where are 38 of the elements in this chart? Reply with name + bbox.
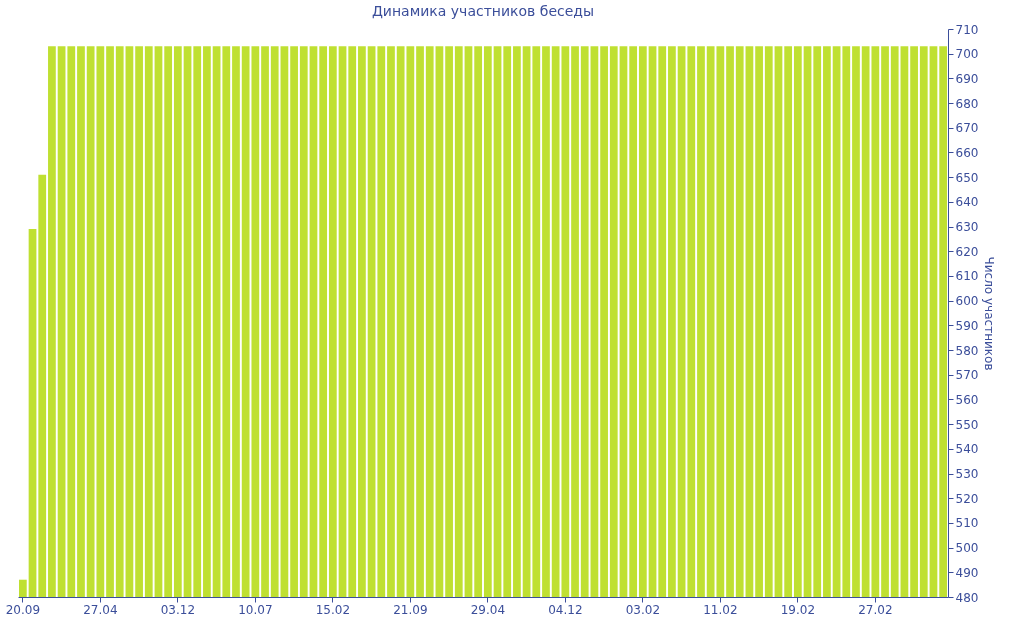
y-tick-label: 570 <box>955 368 979 383</box>
y-tick-label: 590 <box>955 318 979 333</box>
y-tick-label: 500 <box>955 541 979 556</box>
x-tick-label: 19.02 <box>780 602 816 617</box>
y-tick-label: 670 <box>955 121 979 136</box>
x-tick-label: 15.02 <box>315 602 351 617</box>
chart-title: Динамика участников беседы <box>371 3 595 19</box>
y-tick-label: 630 <box>955 220 979 235</box>
x-tick-label: 27.02 <box>858 602 893 617</box>
y-tick-label: 650 <box>955 170 979 185</box>
y-tick-label: 540 <box>955 442 979 457</box>
y-tick-label: 700 <box>955 47 979 62</box>
y-tick-label: 510 <box>955 516 979 531</box>
y-tick-label: 620 <box>955 244 979 259</box>
x-tick-label: 27.04 <box>83 602 118 617</box>
x-tick-label: 04.12 <box>548 602 583 617</box>
x-tick-label: 03.02 <box>625 602 661 617</box>
y-tick-label: 690 <box>955 71 979 86</box>
x-tick-label: 29.04 <box>470 602 506 617</box>
y-axis-title: Число участников <box>982 256 997 371</box>
x-tick-label: 03.12 <box>160 602 196 617</box>
y-tick-label: 640 <box>955 195 979 210</box>
y-tick-label: 710 <box>955 22 979 37</box>
y-tick-label: 680 <box>955 96 979 111</box>
y-tick-label: 490 <box>955 565 979 580</box>
y-tick-label: 520 <box>955 491 979 506</box>
y-tick-label: 560 <box>955 392 979 407</box>
y-tick-label: 550 <box>955 417 979 432</box>
y-tick-label: 660 <box>955 145 979 160</box>
x-tick-label: 11.02 <box>703 602 738 617</box>
x-tick-label: 20.09 <box>5 602 41 617</box>
y-tick-label: 610 <box>955 269 979 284</box>
y-tick-label: 530 <box>955 467 979 482</box>
x-tick-label: 10.07 <box>238 602 273 617</box>
x-tick-label: 21.09 <box>393 602 428 617</box>
y-tick-label: 600 <box>955 294 979 309</box>
y-tick-label: 480 <box>955 590 979 605</box>
y-tick-label: 580 <box>955 343 979 358</box>
